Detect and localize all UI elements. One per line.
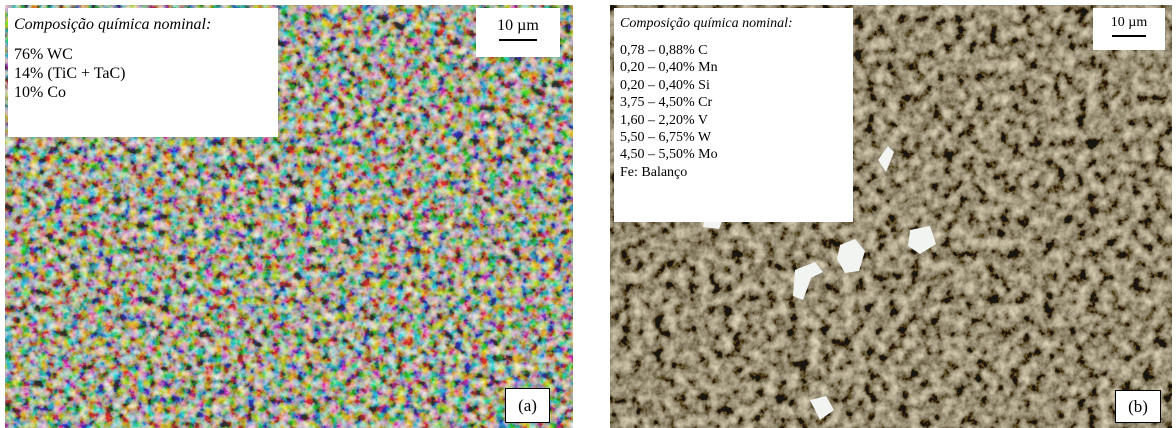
composition-line: Fe: Balanço xyxy=(620,164,853,181)
composition-line: 0,20 – 0,40% Mn xyxy=(620,59,853,76)
composition-line: 1,60 – 2,20% V xyxy=(620,112,853,129)
scale-box: 10 µm xyxy=(476,8,560,57)
composition-box: Composição química nominal: 0,78 – 0,88%… xyxy=(614,8,853,222)
composition-line: 4,50 – 5,50% Mo xyxy=(620,146,853,163)
composition-line: 3,75 – 4,50% Cr xyxy=(620,94,853,111)
scale-bar xyxy=(499,39,537,41)
scale-box: 10 µm xyxy=(1093,8,1165,50)
composition-line: 10% Co xyxy=(14,83,278,102)
scale-text: 10 µm xyxy=(476,17,560,35)
composition-line: 76% WC xyxy=(14,45,278,64)
page: Composição química nominal: 76% WC14% (T… xyxy=(0,0,1176,428)
scale-bar xyxy=(1112,35,1146,37)
composition-title: Composição química nominal: xyxy=(8,8,278,34)
composition-line: 14% (TiC + TaC) xyxy=(14,64,278,83)
composition-title: Composição química nominal: xyxy=(614,8,853,32)
composition-line: 5,50 – 6,75% W xyxy=(620,129,853,146)
scale-text: 10 µm xyxy=(1093,15,1165,31)
panel-label: (a) xyxy=(505,388,550,423)
micrograph-b: Composição química nominal: 0,78 – 0,88%… xyxy=(610,5,1172,428)
composition-line: 0,78 – 0,88% C xyxy=(620,42,853,59)
panel-label: (b) xyxy=(1115,390,1161,423)
composition-line: 0,20 – 0,40% Si xyxy=(620,77,853,94)
